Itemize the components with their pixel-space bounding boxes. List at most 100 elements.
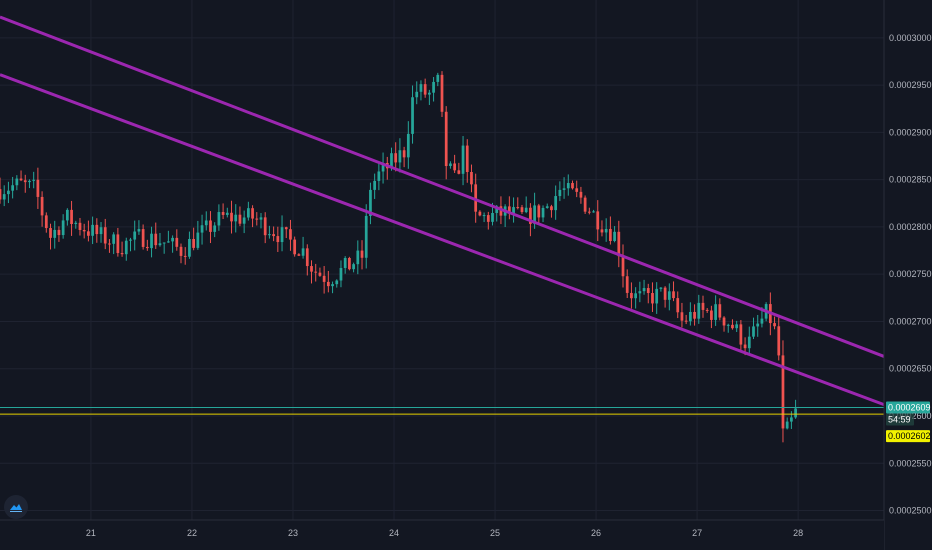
candle-body <box>192 239 196 248</box>
candle-body <box>263 217 267 236</box>
candle-body <box>61 220 65 236</box>
candle-body <box>225 212 229 215</box>
candle-body <box>120 253 124 255</box>
candle-body <box>428 92 431 95</box>
candle-body <box>99 227 103 235</box>
candle-body <box>562 188 566 190</box>
candle-body <box>604 228 608 233</box>
candle-body <box>326 281 330 287</box>
candle-body <box>773 323 776 327</box>
candle-body <box>512 207 515 214</box>
candle-body <box>364 215 368 258</box>
candle-body <box>680 312 684 321</box>
candle-body <box>188 239 191 257</box>
candle-body <box>162 242 166 244</box>
candle-body <box>486 215 490 222</box>
candle-body <box>221 212 225 215</box>
candle-body <box>731 324 734 329</box>
candle-body <box>655 288 659 304</box>
candle-body <box>183 255 187 257</box>
candle-body <box>747 336 751 349</box>
candle-body <box>112 234 116 244</box>
trendline-2[interactable] <box>0 73 885 407</box>
candle-body <box>520 207 524 213</box>
candle-body <box>566 183 570 189</box>
time-axis[interactable]: 21 22 23 24 25 26 27 28 <box>0 519 884 550</box>
candle-body <box>230 212 233 222</box>
candle-body <box>95 224 99 235</box>
x-tick-label: 28 <box>793 528 803 538</box>
candle-body <box>381 162 385 172</box>
candle-body <box>587 211 591 213</box>
candle-body <box>756 323 760 327</box>
candle-body <box>167 241 170 243</box>
candle-body <box>529 207 532 224</box>
candle-body <box>440 74 444 112</box>
candle-body <box>651 293 654 304</box>
candle-body <box>402 150 406 158</box>
candle-body <box>44 215 48 229</box>
candle-body <box>474 184 478 212</box>
y-tick-label: 0.0002900 <box>889 127 932 137</box>
candle-body <box>436 74 440 82</box>
candle-body <box>234 214 238 222</box>
candle-body <box>32 179 36 181</box>
candle-body <box>352 264 355 270</box>
candle-body <box>356 250 360 265</box>
candle-body <box>171 237 174 242</box>
time-axis-background <box>0 520 884 550</box>
candle-body <box>621 256 625 277</box>
candle-body <box>688 311 692 322</box>
trendline-1[interactable] <box>0 15 885 358</box>
tradingview-logo-icon[interactable] <box>4 495 28 519</box>
candle-body <box>11 185 14 191</box>
candle-body <box>145 246 149 249</box>
candle-body <box>419 84 423 92</box>
y-tick-label: 0.0002700 <box>889 316 932 326</box>
candle-body <box>777 326 781 356</box>
candle-body <box>150 233 153 249</box>
candle-body <box>204 220 208 226</box>
candle-body <box>554 196 558 211</box>
candle-body <box>108 243 111 245</box>
y-tick-label: 0.0002800 <box>889 222 932 232</box>
candle-body <box>251 208 254 219</box>
candle-body <box>453 163 456 171</box>
candle-body <box>65 209 69 221</box>
candle-body <box>289 229 292 240</box>
candle-body <box>735 324 739 329</box>
candle-body <box>87 231 90 236</box>
candle-body <box>343 258 347 268</box>
grid <box>0 0 884 520</box>
candle-body <box>348 258 351 270</box>
candle-body <box>550 206 553 211</box>
trendlines[interactable] <box>0 15 885 407</box>
candle-body <box>579 191 583 198</box>
candle-body <box>600 229 604 233</box>
candle-body <box>697 302 701 319</box>
candle-body <box>124 240 128 255</box>
y-tick-label: 0.0002500 <box>889 506 932 516</box>
candle-body <box>179 246 183 256</box>
price-axis[interactable]: 0.0003000 0.0002950 0.0002900 0.0002850 0.00… <box>883 0 932 550</box>
candle-body <box>78 222 82 230</box>
candle-body <box>49 228 52 238</box>
y-tick-label: 0.0002750 <box>889 269 932 279</box>
candle-body <box>676 298 680 313</box>
candle-body <box>310 266 313 272</box>
candle-body <box>268 234 271 236</box>
level-price-badge <box>886 430 930 443</box>
candle-body <box>491 212 494 222</box>
candle-body <box>0 189 2 200</box>
candle-body <box>360 250 364 258</box>
candle-body <box>242 217 246 224</box>
candle-body <box>507 206 511 214</box>
candle-body <box>19 178 23 181</box>
candle-body <box>318 272 322 276</box>
candle-body <box>432 81 435 93</box>
candle-body <box>613 231 616 242</box>
x-tick-label: 22 <box>187 528 197 538</box>
candle-body <box>495 206 499 213</box>
candle-body <box>217 212 221 226</box>
